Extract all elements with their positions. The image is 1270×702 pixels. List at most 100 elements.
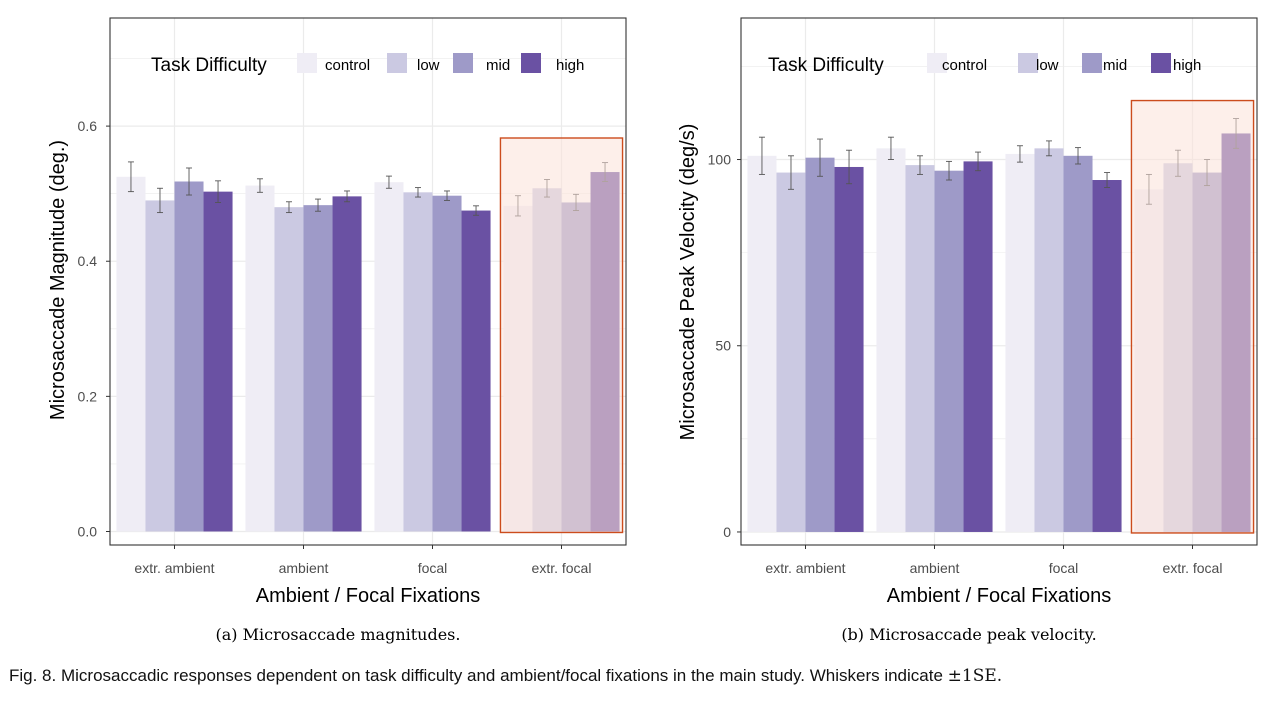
legend-title: Task Difficulty [151,55,267,76]
error-bar-ambient-control [256,178,263,193]
plot-border [740,17,1258,546]
error-bar-focal-mid [1075,147,1082,165]
legend-swatch-control [297,53,317,73]
legend-label-high: high [1173,57,1201,74]
error-bar-focal-mid [444,190,451,201]
error-bar-ambient-mid [315,198,322,212]
error-bar-focal-high [473,205,480,216]
error-bar-extr-ambient-high [846,149,853,185]
error-bar-extr-ambient-mid [186,167,193,196]
legend-swatch-high [1151,53,1171,73]
x-tick-label-extr-focal: extr. focal [1163,560,1223,576]
error-bar-ambient-low [916,155,923,175]
caption-text: Microsaccadic responses dependent on tas… [60,666,943,685]
legend-swatch-mid [453,53,473,73]
y-tick-label: 0.0 [78,523,98,539]
y-axis-title: Microsaccade Peak Velocity (deg/s) [677,124,699,441]
subcaption: (b) Microsaccade peak velocity. [841,625,1096,644]
bar-ambient-mid [303,205,333,532]
legend-label-control: control [325,57,370,74]
chart-panel-b: 0 50 100 extr. ambient ambient focal extr. foc… [677,17,1258,644]
error-bar-extr-ambient-mid [817,138,824,177]
legend-label-mid: mid [486,57,510,74]
highlight-box-extr-focal [499,137,624,534]
x-tick-label-focal: focal [1049,560,1079,576]
error-bar-ambient-high [344,190,351,203]
bar-extr-ambient-control [116,176,146,532]
legend-title: Task Difficulty [768,55,884,76]
error-bar-extr-ambient-control [127,161,134,193]
bar-focal-low [1034,148,1064,532]
x-tick-label-focal: focal [418,560,448,576]
bar-ambient-high [963,161,993,532]
figure-caption: Fig. 8. Microsaccadic responses dependen… [9,666,1002,686]
error-bar-focal-low [1045,140,1052,157]
bar-extr-ambient-mid [805,157,835,532]
bar-focal-high [1092,180,1122,532]
x-tick-label-extr-ambient: extr. ambient [134,560,214,576]
subcaption: (a) Microsaccade magnitudes. [216,625,461,644]
y-tick-label: 100 [708,152,732,168]
bar-ambient-control [876,148,906,532]
legend-swatch-high [521,53,541,73]
bar-ambient-low [905,165,935,532]
bar-extr-ambient-high [834,166,864,532]
x-axis-title: Ambient / Focal Fixations [887,585,1112,607]
legend: Task Difficulty control low mid high [151,53,584,76]
error-bar-extr-ambient-low [156,187,163,214]
x-tick-label-extr-focal: extr. focal [532,560,592,576]
error-bar-focal-high [1104,172,1111,188]
chart-panel-a: 0.0 0.2 0.4 0.6 extr. ambient ambient focal ext… [47,17,627,644]
y-tick-label: 50 [715,338,731,354]
x-axis-title: Ambient / Focal Fixations [256,585,481,607]
bar-extr-ambient-mid [174,181,204,532]
legend-swatch-low [387,53,407,73]
bar-focal-high [461,210,491,532]
y-axis-title: Microsaccade Magnitude (deg.) [47,140,69,420]
bar-ambient-high [332,196,362,532]
x-tick-label-extr-ambient: extr. ambient [765,560,845,576]
legend-swatch-mid [1082,53,1102,73]
bar-extr-ambient-low [145,200,175,532]
error-bar-focal-control [385,175,392,189]
bar-focal-mid [432,195,462,532]
plot-border [109,17,627,546]
error-bar-extr-ambient-control [758,136,765,175]
bar-extr-ambient-low [776,172,806,532]
error-bar-extr-ambient-high [215,180,222,203]
y-tick-label: 0.2 [78,388,98,404]
y-tick-label: 0 [723,524,731,540]
bar-ambient-control [245,185,275,532]
error-bar-ambient-high [975,151,982,172]
bar-ambient-mid [934,170,964,532]
highlight-box-extr-focal [1130,99,1255,534]
error-bar-extr-ambient-low [787,155,794,190]
error-bar-focal-low [414,187,421,198]
bar-extr-ambient-control [747,155,777,532]
legend-label-low: low [417,57,440,74]
error-bar-ambient-control [887,136,894,160]
error-bar-focal-control [1016,145,1023,163]
legend: Task Difficulty control low mid high [768,53,1201,76]
bar-focal-control [374,182,404,532]
legend-swatch-low [1018,53,1038,73]
error-bar-ambient-low [285,201,292,214]
bar-extr-ambient-high [203,191,233,532]
y-tick-label: 0.6 [78,118,98,134]
bar-focal-low [403,192,433,532]
x-tick-label-ambient: ambient [910,560,960,576]
legend-label-mid: mid [1103,57,1127,74]
y-tick-label: 0.4 [78,253,98,269]
legend-swatch-control [927,53,947,73]
caption-math: ±1SE. [947,666,1003,686]
caption-prefix: Fig. 8. [9,666,57,685]
legend-label-control: control [942,57,987,74]
bar-ambient-low [274,207,304,532]
x-tick-label-ambient: ambient [279,560,329,576]
bar-focal-mid [1063,155,1093,532]
bar-focal-control [1005,153,1035,532]
error-bar-ambient-mid [946,160,953,181]
legend-label-low: low [1036,57,1059,74]
figure-canvas: 0.0 0.2 0.4 0.6 extr. ambient ambient focal ext… [47,17,1258,644]
legend-label-high: high [556,57,584,74]
